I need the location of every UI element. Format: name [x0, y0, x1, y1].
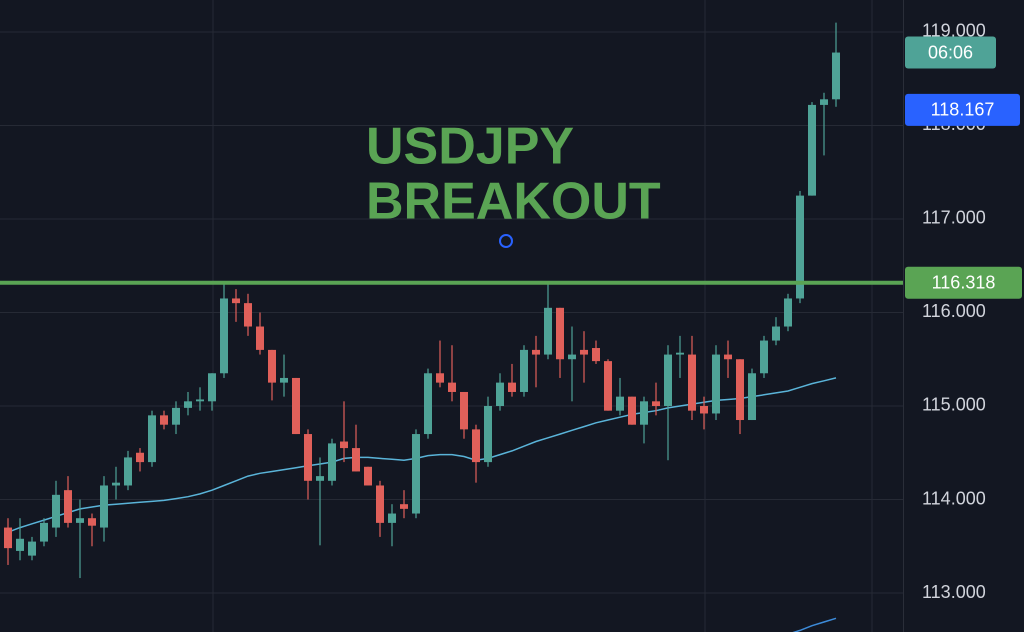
candle-body: [256, 326, 264, 350]
moving-average: [792, 617, 837, 632]
candle-body: [616, 396, 624, 411]
price-tag: [905, 36, 996, 69]
candle-body: [556, 307, 564, 360]
candle-body: [784, 298, 792, 327]
annotation-line: USDJPY: [366, 118, 574, 176]
y-tick-label: 116.000: [922, 301, 986, 321]
candle-body: [148, 415, 156, 463]
candle-body: [280, 377, 288, 383]
candle-body: [832, 52, 840, 100]
plot-area: [0, 22, 903, 632]
candle-body: [340, 441, 348, 449]
candle-body: [172, 407, 180, 425]
y-tick-label: 117.000: [922, 208, 986, 228]
candle-body: [112, 482, 120, 486]
candle-body: [220, 298, 228, 374]
candle-body: [412, 434, 420, 514]
candle-body: [268, 349, 276, 383]
candle-body: [136, 452, 144, 463]
candle-body: [448, 382, 456, 392]
moving-average: [7, 377, 837, 533]
candle-body: [808, 104, 816, 196]
y-tick-label: 114.000: [922, 488, 986, 508]
candle-body: [652, 401, 660, 406]
y-tick-label: 115.000: [922, 395, 986, 415]
grid: [0, 0, 903, 632]
candle-body: [244, 303, 252, 327]
candle-body: [700, 405, 708, 414]
candle-body: [820, 99, 828, 105]
candle-body: [16, 538, 24, 551]
candle-body: [580, 349, 588, 355]
candle-body: [400, 504, 408, 509]
candle-body: [364, 466, 372, 486]
candle-body: [724, 354, 732, 360]
candle-body: [424, 373, 432, 435]
candle-body: [796, 195, 804, 299]
candle-body: [304, 434, 312, 481]
candle-body: [292, 377, 300, 435]
candle-body: [76, 518, 84, 523]
price-tag-label: 116.318: [932, 273, 996, 293]
candle-body: [676, 352, 684, 355]
candle-body: [184, 401, 192, 408]
candle-body: [736, 359, 744, 421]
candle-body: [628, 396, 636, 425]
price-tag: [905, 266, 1022, 299]
candle-body: [640, 401, 648, 425]
candle-body: [388, 513, 396, 523]
candle-body: [52, 494, 60, 528]
candle-body: [232, 298, 240, 304]
candle-body: [196, 399, 204, 402]
candle-body: [532, 349, 540, 355]
candle-body: [712, 354, 720, 414]
price-tag: [905, 93, 1020, 126]
candle-body: [40, 522, 48, 542]
price-axis: 113.000114.000115.000116.000117.000118.0…: [905, 21, 1022, 602]
price-tag-label: 118.167: [931, 100, 995, 120]
candle-body: [160, 415, 168, 425]
candle-body: [484, 405, 492, 463]
candle-body: [352, 448, 360, 472]
candle-body: [508, 382, 516, 392]
candle-body: [472, 429, 480, 463]
candle-body: [64, 490, 72, 523]
candle-body: [688, 354, 696, 411]
candle-body: [88, 518, 96, 526]
candle-body: [544, 307, 552, 355]
candle-body: [520, 349, 528, 392]
candle-body: [748, 373, 756, 421]
y-tick-label: 113.000: [922, 582, 986, 602]
annotation-line: BREAKOUT: [366, 173, 661, 231]
candle-body: [772, 326, 780, 341]
candle-body: [604, 361, 612, 411]
candle-body: [208, 373, 216, 402]
candle-body: [124, 457, 132, 486]
candle-body: [4, 527, 12, 549]
candle-body: [436, 373, 444, 383]
candle-body: [760, 340, 768, 374]
candle-body: [664, 354, 672, 406]
candle-body: [496, 382, 504, 406]
candle-body: [316, 476, 324, 481]
candle-body: [460, 391, 468, 430]
candle-body: [100, 485, 108, 528]
candle-body: [592, 348, 600, 362]
candle-body: [568, 354, 576, 360]
y-tick-label: 119.000: [922, 21, 986, 41]
candle-body: [376, 485, 384, 523]
candle-body: [328, 443, 336, 481]
drawing-anchor[interactable]: [499, 234, 513, 248]
price-tag-label: 06:06: [928, 42, 973, 62]
candle-body: [28, 541, 36, 556]
